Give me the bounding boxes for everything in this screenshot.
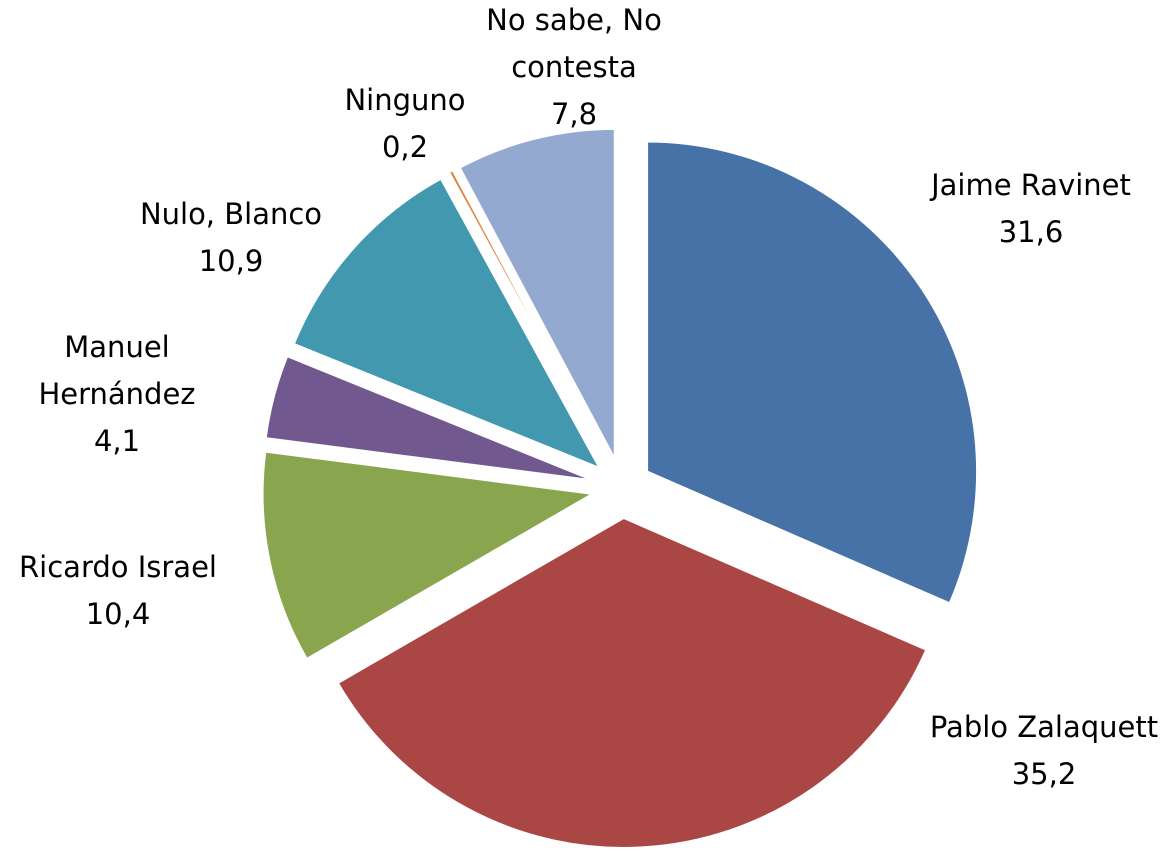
pie-slice	[646, 140, 979, 605]
slice-name-label: contesta	[511, 50, 637, 84]
pie-slice	[292, 177, 602, 471]
slice-label: Manuel Hernández 4,1	[38, 330, 195, 458]
slice-name-label: Nulo, Blanco	[140, 197, 322, 231]
slice-value-label: 0,2	[382, 130, 428, 164]
slice-value-label: 7,8	[551, 97, 597, 131]
slice-name-label: Pablo Zalaquett	[930, 710, 1158, 744]
slice-value-label: 10,9	[199, 244, 264, 278]
slice-name-label: Hernández	[38, 377, 195, 411]
slice-label: Ricardo Israel 10,4	[19, 550, 217, 631]
slice-label: Nulo, Blanco 10,9	[140, 197, 322, 278]
pie-slice	[336, 516, 928, 849]
slice-name-label: Ninguno	[344, 83, 465, 117]
slice-name-label: Ricardo Israel	[19, 550, 217, 584]
slice-value-label: 35,2	[1012, 757, 1077, 791]
slice-name-label: Jaime Ravinet	[929, 168, 1131, 202]
pie-slice	[447, 168, 609, 463]
pie-slice	[261, 450, 596, 661]
pie-slice	[458, 127, 616, 460]
slice-value-label: 4,1	[94, 424, 140, 458]
slice-label: No sabe, No contesta 7,8	[486, 3, 662, 131]
slice-label: Ninguno 0,2	[344, 83, 465, 164]
pie-slice	[264, 354, 594, 482]
slice-label: Pablo Zalaquett 35,2	[930, 710, 1158, 791]
slice-label: Jaime Ravinet 31,6	[929, 168, 1131, 249]
slice-value-label: 10,4	[86, 597, 151, 631]
slice-name-label: Manuel	[64, 330, 169, 364]
slice-name-label: No sabe, No	[486, 3, 662, 37]
slice-value-label: 31,6	[999, 215, 1064, 249]
